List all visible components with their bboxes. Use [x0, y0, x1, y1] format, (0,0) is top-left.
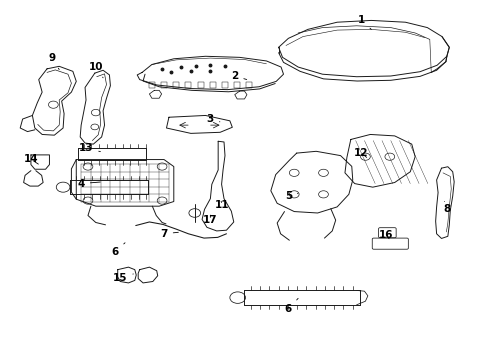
Bar [173, 82, 179, 88]
Text: 6: 6 [284, 298, 298, 314]
Bar [185, 82, 191, 88]
Text: 2: 2 [231, 71, 246, 81]
Text: 15: 15 [113, 273, 133, 283]
Text: 12: 12 [353, 148, 368, 158]
Text: 10: 10 [88, 62, 103, 78]
Text: 4: 4 [77, 179, 100, 189]
Text: 14: 14 [23, 154, 38, 164]
Text: 8: 8 [442, 202, 449, 215]
Text: 5: 5 [284, 191, 297, 201]
Bar [222, 82, 227, 88]
Text: 17: 17 [203, 215, 217, 225]
Text: 13: 13 [79, 143, 100, 153]
Bar [197, 82, 203, 88]
Bar [149, 82, 155, 88]
Bar [246, 82, 252, 88]
Text: 1: 1 [357, 15, 370, 30]
Bar [209, 82, 215, 88]
Text: 3: 3 [206, 114, 220, 124]
Bar [234, 82, 240, 88]
Text: 6: 6 [111, 243, 125, 257]
Text: 16: 16 [378, 230, 392, 239]
Text: 9: 9 [48, 53, 59, 69]
Text: 7: 7 [160, 229, 178, 239]
Text: 11: 11 [215, 200, 229, 210]
Bar [161, 82, 166, 88]
